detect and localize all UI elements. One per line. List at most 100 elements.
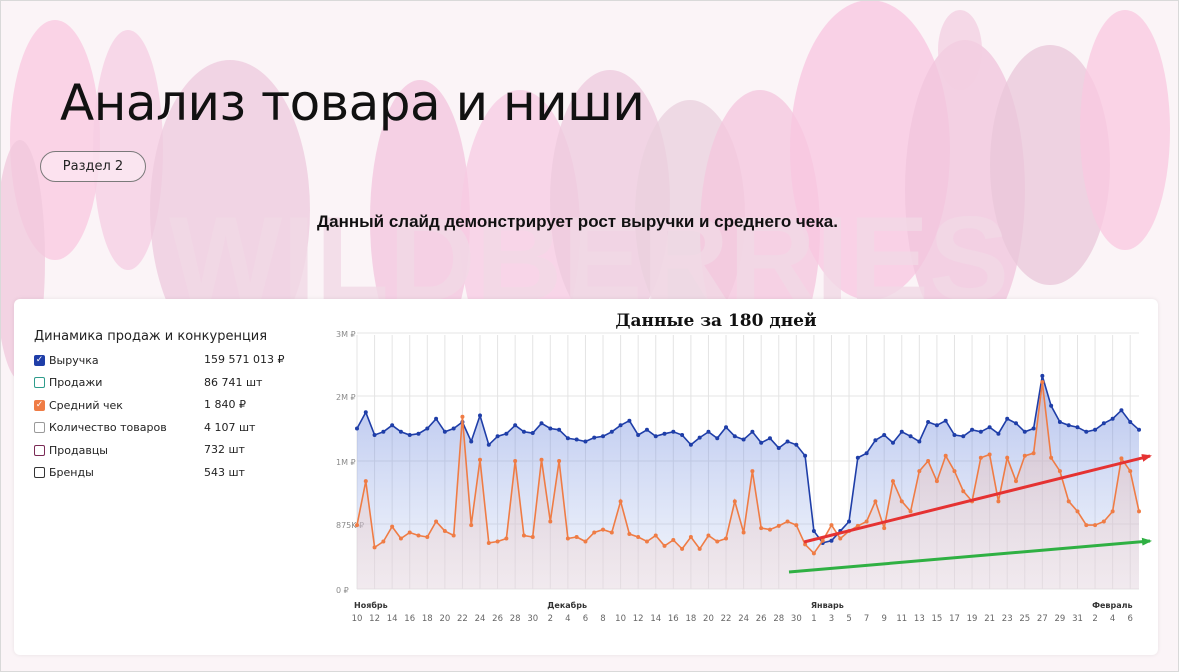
- data-point: [425, 535, 430, 539]
- data-point: [996, 431, 1001, 436]
- data-point: [521, 533, 526, 538]
- data-point: [574, 535, 579, 539]
- data-point: [671, 537, 676, 542]
- data-point: [970, 427, 975, 432]
- data-point: [434, 519, 439, 524]
- data-point: [469, 523, 474, 528]
- x-tick-label: 16: [404, 614, 415, 624]
- legend-item[interactable]: ✓ Средний чек: [34, 397, 123, 413]
- data-point: [899, 429, 904, 434]
- data-point: [1040, 380, 1045, 385]
- data-point: [416, 431, 421, 436]
- data-point: [934, 479, 939, 484]
- data-point: [1022, 453, 1027, 458]
- data-point: [724, 536, 729, 541]
- x-tick-label: 22: [721, 614, 732, 624]
- x-tick-label: 4: [1110, 614, 1115, 624]
- x-tick-label: 30: [791, 614, 802, 624]
- legend-checkbox[interactable]: ✓: [34, 399, 45, 411]
- data-point: [407, 530, 412, 535]
- x-tick-label: 1: [811, 614, 816, 624]
- legend-item[interactable]: ✓ Выручка: [34, 352, 99, 368]
- data-point: [961, 434, 966, 439]
- data-point: [592, 435, 597, 440]
- legend-item-label: Продавцы: [49, 443, 108, 457]
- x-tick-label: 8: [600, 614, 605, 624]
- data-point: [372, 545, 377, 550]
- legend-item[interactable]: Бренды: [34, 465, 94, 481]
- x-tick-label: 21: [984, 614, 995, 624]
- data-point: [636, 433, 641, 437]
- data-point: [1128, 420, 1133, 424]
- slide-title: Анализ товара и ниши: [60, 74, 645, 132]
- data-point: [539, 457, 544, 462]
- data-point: [706, 533, 711, 538]
- data-point: [882, 433, 887, 437]
- bg-blob: [990, 45, 1110, 285]
- data-point: [504, 431, 509, 436]
- data-point: [776, 446, 781, 450]
- x-tick-label: 19: [967, 614, 978, 624]
- data-point: [653, 533, 658, 538]
- legend-checkbox[interactable]: [34, 422, 45, 433]
- data-point: [1057, 420, 1062, 424]
- trend-arrow-green: [788, 537, 1152, 574]
- data-point: [978, 455, 983, 460]
- legend-item-value: 4 107 шт: [204, 420, 256, 434]
- data-point: [530, 535, 535, 539]
- section-button[interactable]: Раздел 2: [40, 151, 146, 182]
- x-tick-label: 30: [527, 614, 538, 624]
- data-point: [864, 519, 869, 524]
- data-point: [539, 421, 544, 426]
- month-label: Январь: [811, 601, 844, 610]
- data-point: [1110, 416, 1115, 421]
- x-tick-label: 3: [829, 614, 834, 624]
- legend-title: Динамика продаж и конкуренция: [34, 329, 268, 344]
- x-tick-label: 22: [457, 614, 468, 624]
- data-point: [434, 416, 439, 421]
- legend-item[interactable]: Продавцы: [34, 442, 108, 458]
- data-point: [961, 489, 966, 494]
- data-point: [416, 533, 421, 538]
- data-point: [688, 442, 693, 447]
- data-point: [618, 423, 623, 428]
- data-point: [741, 437, 746, 442]
- x-tick-label: 2: [1092, 614, 1097, 624]
- trend-arrow-red: [803, 454, 1152, 544]
- legend-item-label: Средний чек: [49, 398, 123, 412]
- data-point: [601, 434, 606, 439]
- legend-item[interactable]: Количество товаров: [34, 420, 167, 436]
- data-point: [390, 524, 395, 529]
- month-label: Ноябрь: [354, 600, 388, 610]
- data-point: [627, 418, 632, 423]
- data-point: [1101, 421, 1106, 426]
- x-tick-label: 12: [633, 614, 644, 624]
- data-point: [697, 546, 702, 551]
- x-tick-label: 26: [492, 614, 503, 624]
- x-tick-label: 10: [615, 614, 626, 624]
- legend-checkbox[interactable]: [34, 444, 45, 456]
- data-point: [978, 429, 983, 434]
- data-point: [574, 437, 579, 442]
- data-point: [890, 440, 895, 445]
- data-point: [1066, 423, 1071, 428]
- legend-checkbox[interactable]: [34, 377, 45, 388]
- slide-subtitle: Данный слайд демонстрирует рост выручки …: [317, 212, 838, 231]
- data-point: [1084, 523, 1089, 528]
- data-point: [662, 431, 667, 436]
- data-point: [794, 442, 799, 447]
- x-tick-label: 29: [1055, 614, 1066, 624]
- data-point: [557, 427, 562, 432]
- legend-item[interactable]: Продажи: [34, 375, 102, 391]
- data-point: [1049, 455, 1054, 460]
- legend-checkbox[interactable]: [34, 467, 45, 478]
- data-point: [890, 479, 895, 484]
- data-point: [855, 455, 860, 460]
- data-point: [882, 526, 887, 531]
- legend-checkbox[interactable]: ✓: [34, 354, 45, 366]
- x-tick-label: 20: [439, 614, 450, 624]
- data-point: [486, 540, 491, 545]
- data-point: [899, 499, 904, 504]
- data-point: [478, 413, 483, 418]
- data-point: [873, 438, 878, 443]
